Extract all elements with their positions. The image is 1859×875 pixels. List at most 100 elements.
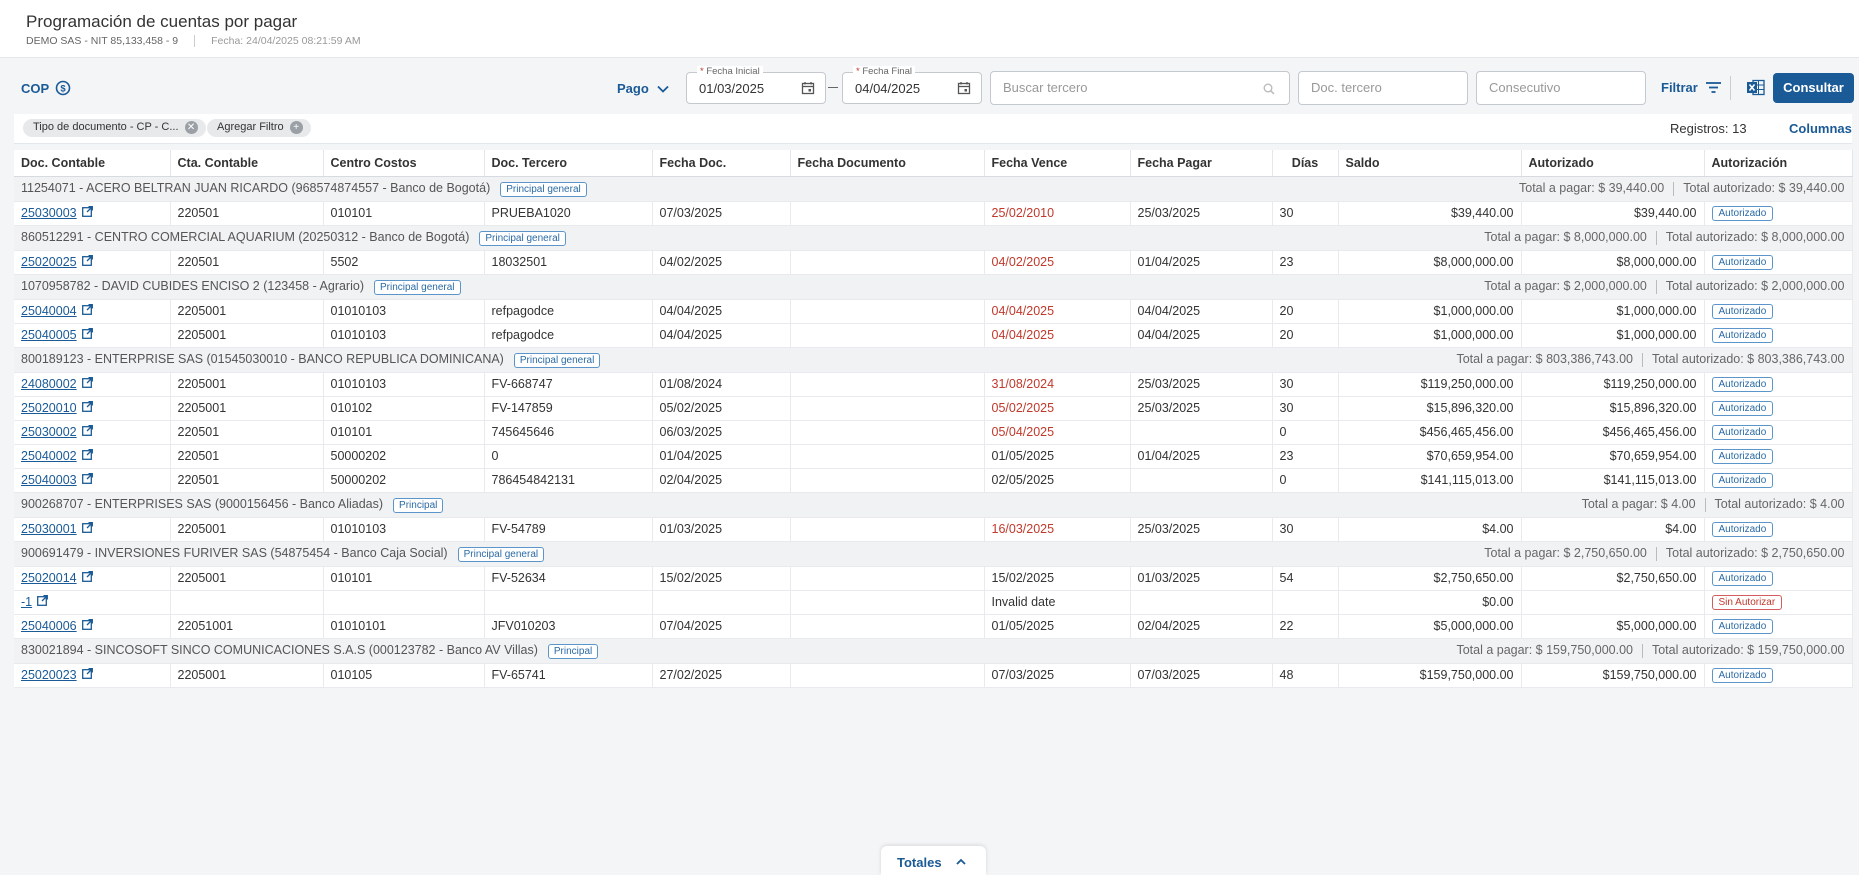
cell-doc-contable[interactable]: 25040002 [14,444,171,469]
doc-contable-link[interactable]: 25040003 [21,472,77,487]
column-header[interactable]: Fecha Vence [984,150,1131,177]
status-badge: Autorizado [1711,619,1774,634]
divider [1641,352,1643,367]
open-external-icon[interactable] [81,377,93,391]
column-header[interactable]: Doc. Tercero [484,150,653,177]
column-header[interactable]: Autorizado [1521,150,1705,177]
add-filter-chip[interactable]: Agregar Filtro + [207,119,311,137]
open-external-icon[interactable] [37,595,49,609]
open-external-icon[interactable] [81,619,93,633]
open-external-icon[interactable] [81,473,93,487]
doc-contable-link[interactable]: 25040005 [21,327,77,342]
total-pagar: Total a pagar: $ 803,386,743.00 [1456,352,1633,367]
consultar-button[interactable]: Consultar [1773,73,1854,103]
open-external-icon[interactable] [81,668,93,682]
table-row[interactable]: 25040003 220501 50000202 786454842131 02/04/… [14,468,1853,493]
cell-doc-contable[interactable]: -1 [14,590,171,615]
calendar-icon[interactable] [801,81,815,95]
table-row[interactable]: 25030002 220501 010101 745645646 06/03/2025 0… [14,420,1853,445]
table-row[interactable]: 25040004 2205001 01010103 refpagodce 04/04/2… [14,299,1853,324]
currency-selector[interactable]: COP $ [21,80,71,96]
fecha-final-input[interactable]: * Fecha Final 04/04/2025 [842,66,982,104]
cell-doc-contable[interactable]: 25040003 [14,468,171,493]
payables-grid: Doc. Contable Cta. Contable Centro Costos D… [14,150,1853,688]
doc-contable-link[interactable]: 25020023 [21,667,77,682]
table-row[interactable]: 25040005 2205001 01010103 refpagodce 04/04/2… [14,323,1853,348]
table-row[interactable]: 25020023 2205001 010105 FV-65741 27/02/2025 0… [14,663,1853,688]
open-external-icon[interactable] [81,401,93,415]
cell-doc-contable[interactable]: 25020023 [14,663,171,688]
calendar-icon[interactable] [957,81,971,95]
open-external-icon[interactable] [81,206,93,220]
doc-contable-link[interactable]: 25040002 [21,448,77,463]
cell-doc-contable[interactable]: 25040004 [14,299,171,324]
doc-tercero-input[interactable]: Doc. tercero [1298,71,1468,105]
table-row[interactable]: 24080002 2205001 01010103 FV-668747 01/08/20… [14,372,1853,397]
doc-contable-link[interactable]: 25030001 [21,521,77,536]
doc-contable-link[interactable]: 25030003 [21,205,77,220]
pago-dropdown[interactable]: Pago [617,81,669,96]
column-header[interactable]: Centro Costos [323,150,485,177]
open-external-icon[interactable] [81,571,93,585]
open-external-icon[interactable] [81,449,93,463]
cell-value [790,299,985,324]
cell-doc-contable[interactable]: 25020014 [14,566,171,591]
filtrar-button[interactable]: Filtrar [1661,80,1721,95]
column-header[interactable]: Fecha Doc. [652,150,791,177]
excel-export-icon[interactable] [1747,79,1765,96]
divider [194,35,196,47]
cell-doc-contable[interactable]: 25040006 [14,614,171,639]
table-row[interactable]: 25020010 2205001 010102 FV-147859 05/02/2025… [14,396,1853,421]
column-header[interactable]: Saldo [1338,150,1522,177]
columns-button[interactable]: Columnas [1789,121,1852,136]
open-external-icon[interactable] [81,304,93,318]
doc-contable-link[interactable]: 25020025 [21,254,77,269]
table-header-row: Doc. Contable Cta. Contable Centro Costos D… [14,150,1853,177]
cell-value: $4.00 [1338,517,1522,542]
doc-contable-link[interactable]: 25030002 [21,424,77,439]
cell-value: refpagodce [484,323,653,348]
cell-doc-contable[interactable]: 25030003 [14,201,171,226]
table-row[interactable]: 25040002 220501 50000202 0 01/04/2025 01/05/2… [14,444,1853,469]
table-row[interactable]: -1 Invalid date $0.00 Sin Autorizar [14,590,1853,615]
column-header[interactable]: Autorización [1704,150,1853,177]
cell-doc-contable[interactable]: 25030002 [14,420,171,445]
doc-contable-link[interactable]: 25020014 [21,570,77,585]
cell-doc-contable[interactable]: 24080002 [14,372,171,397]
cell-doc-contable[interactable]: 25030001 [14,517,171,542]
cell-value: 07/03/2025 [984,663,1131,688]
doc-contable-link[interactable]: 25040004 [21,303,77,318]
totales-toggle[interactable]: Totales [881,846,986,875]
table-row[interactable]: 25040006 22051001 01010101 JFV010203 07/04/2… [14,614,1853,639]
group-header-cell: 11254071 - ACERO BELTRAN JUAN RICARDO (9… [14,176,1853,202]
search-tercero-input[interactable]: Buscar tercero [990,71,1290,105]
column-header[interactable]: Fecha Documento [790,150,985,177]
column-header[interactable]: Días [1272,150,1339,177]
account-type-badge: Principal general [457,546,545,562]
group-totals: Total a pagar: $ 803,386,743.00 Total aut… [1456,352,1845,367]
total-pagar: Total a pagar: $ 159,750,000.00 [1456,643,1633,658]
table-row[interactable]: 25030003 220501 010101 PRUEBA1020 07/03/2025… [14,201,1853,226]
cell-doc-contable[interactable]: 25020025 [14,250,171,275]
table-row[interactable]: 25030001 2205001 01010103 FV-54789 01/03/202… [14,517,1853,542]
doc-contable-link[interactable]: -1 [21,594,33,609]
open-external-icon[interactable] [81,425,93,439]
fecha-inicial-label: * Fecha Inicial [697,66,763,78]
cell-doc-contable[interactable]: 25040005 [14,323,171,348]
open-external-icon[interactable] [81,522,93,536]
column-header[interactable]: Doc. Contable [14,150,171,177]
fecha-inicial-input[interactable]: * Fecha Inicial 01/03/2025 [686,66,826,104]
table-row[interactable]: 25020025 220501 5502 18032501 04/02/2025 04/0… [14,250,1853,275]
close-icon[interactable]: ✕ [184,121,198,134]
doc-contable-link[interactable]: 25040006 [21,618,77,633]
open-external-icon[interactable] [81,255,93,269]
table-row[interactable]: 25020014 2205001 010101 FV-52634 15/02/2025 1… [14,566,1853,591]
consecutivo-input[interactable]: Consecutivo [1476,71,1646,105]
column-header[interactable]: Cta. Contable [170,150,324,177]
filter-chip-tipo-documento[interactable]: Tipo de documento - CP - C... ✕ [23,119,206,137]
column-header[interactable]: Fecha Pagar [1130,150,1273,177]
cell-doc-contable[interactable]: 25020010 [14,396,171,421]
open-external-icon[interactable] [81,328,93,342]
doc-contable-link[interactable]: 25020010 [21,400,77,415]
doc-contable-link[interactable]: 24080002 [21,376,77,391]
